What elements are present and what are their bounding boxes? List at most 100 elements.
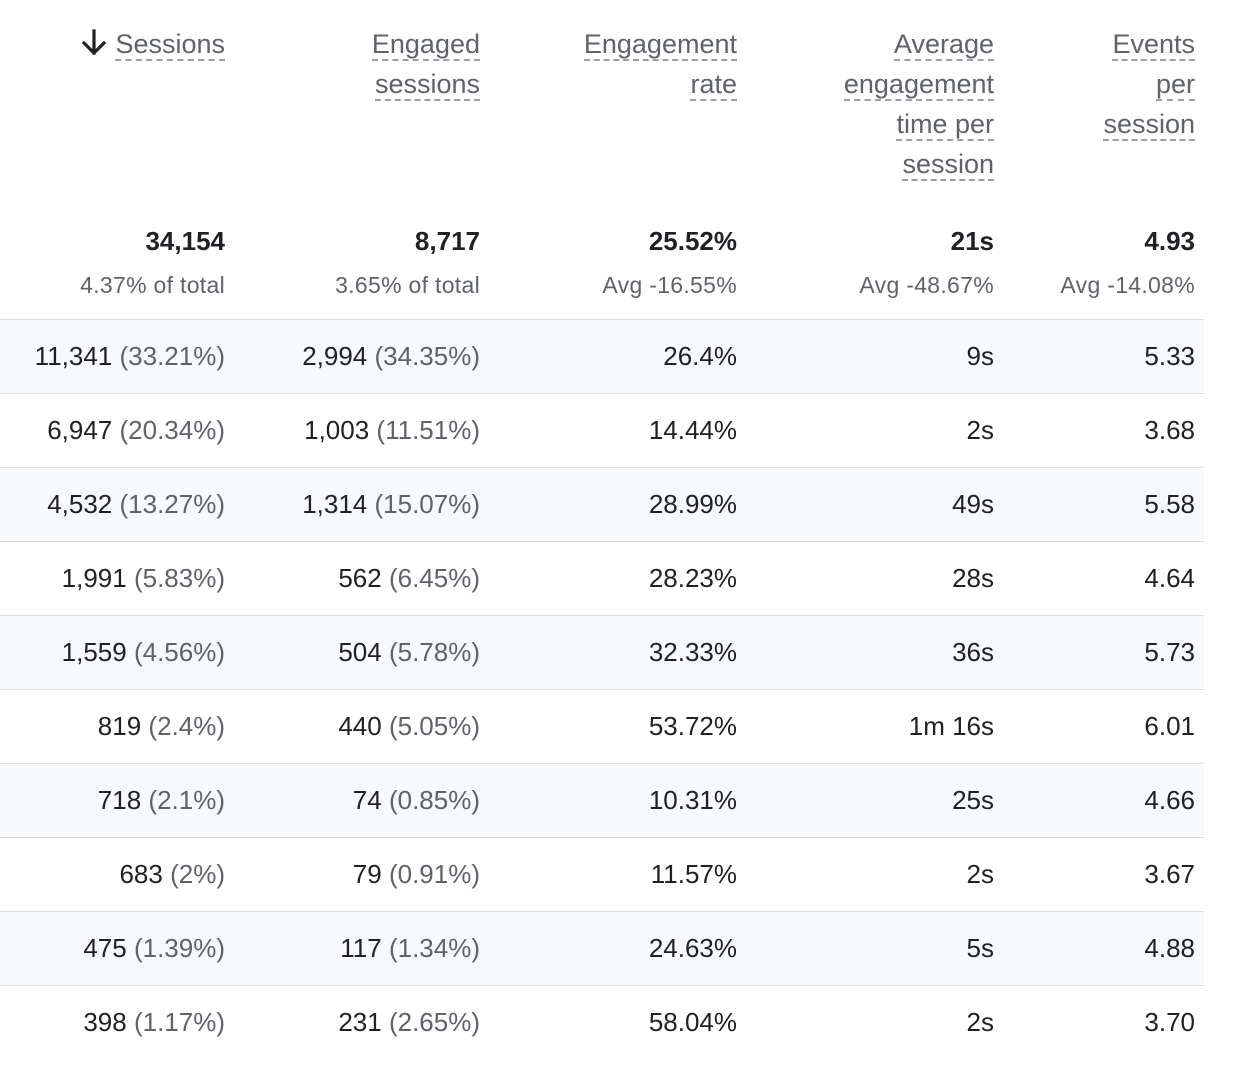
sessions-percent: (2%): [170, 859, 225, 889]
total-events-per-session-sub: Avg -14.08%: [1060, 272, 1195, 298]
cell-engaged-sessions: 562 (6.45%): [250, 542, 480, 615]
engagement-rate-value: 24.63%: [648, 933, 737, 963]
table-row[interactable]: 6,947 (20.34%) 1,003 (11.51%) 14.44% 2s 3.68: [0, 393, 1204, 467]
sessions-value: 11,341: [34, 341, 113, 371]
cell-engagement-rate: 14.44%: [507, 394, 737, 467]
events-per-session-value: 3.67: [1144, 859, 1195, 889]
table-row[interactable]: 475 (1.39%) 117 (1.34%) 24.63% 5s 4.88: [0, 911, 1204, 985]
engaged-sessions-value: 504: [338, 637, 382, 667]
engaged-sessions-value: 440: [338, 711, 382, 741]
table-header: Sessions Engaged sessions Engagement rat…: [0, 0, 1204, 200]
events-per-session-value: 4.66: [1144, 785, 1195, 815]
cell-events-per-session: 6.01: [1005, 690, 1195, 763]
sessions-percent: (5.83%): [133, 563, 225, 593]
cell-engagement-rate: 53.72%: [507, 690, 737, 763]
engaged-sessions-percent: (1.34%): [388, 933, 480, 963]
sessions-percent: (13.27%): [119, 489, 226, 519]
total-sessions-sub: 4.37% of total: [80, 272, 225, 298]
cell-engaged-sessions: 504 (5.78%): [250, 616, 480, 689]
column-header-events-per-session[interactable]: Events per session: [1005, 24, 1195, 144]
sessions-value: 718: [97, 785, 142, 815]
engaged-sessions-percent: (5.05%): [388, 711, 480, 741]
cell-events-per-session: 3.70: [1005, 986, 1195, 1059]
cell-engaged-sessions: 79 (0.91%): [250, 838, 480, 911]
total-avg-engagement-time-sub: Avg -48.67%: [859, 272, 994, 298]
engaged-sessions-percent: (6.45%): [388, 563, 480, 593]
column-header-label: time per: [896, 109, 994, 141]
cell-avg-engagement-time: 25s: [764, 764, 994, 837]
column-header-label: sessions: [374, 69, 480, 101]
cell-engaged-sessions: 1,003 (11.51%): [250, 394, 480, 467]
engaged-sessions-value: 231: [338, 1007, 382, 1037]
cell-engagement-rate: 24.63%: [507, 912, 737, 985]
cell-events-per-session: 5.33: [1005, 320, 1195, 393]
sessions-value: 1,991: [61, 563, 127, 593]
table-row[interactable]: 718 (2.1%) 74 (0.85%) 10.31% 25s 4.66: [0, 763, 1204, 837]
column-header-average-engagement-time[interactable]: Average engagement time per session: [764, 24, 994, 184]
cell-sessions: 6,947 (20.34%): [5, 394, 225, 467]
engaged-sessions-percent: (15.07%): [374, 489, 481, 519]
sessions-value: 398: [83, 1007, 127, 1037]
cell-events-per-session: 5.73: [1005, 616, 1195, 689]
column-header-label: Events: [1112, 29, 1195, 61]
cell-avg-engagement-time: 28s: [764, 542, 994, 615]
engagement-rate-value: 11.57%: [650, 859, 737, 889]
engaged-sessions-percent: (0.91%): [388, 859, 480, 889]
cell-events-per-session: 4.66: [1005, 764, 1195, 837]
avg-engagement-time-value: 1m 16s: [908, 711, 994, 741]
cell-engagement-rate: 26.4%: [507, 320, 737, 393]
arrow-down-icon[interactable]: [81, 29, 107, 57]
engagement-rate-value: 28.23%: [648, 563, 737, 593]
sessions-value: 475: [83, 933, 127, 963]
engaged-sessions-percent: (2.65%): [388, 1007, 480, 1037]
cell-sessions: 11,341 (33.21%): [5, 320, 225, 393]
engaged-sessions-value: 117: [340, 933, 382, 963]
column-header-engaged-sessions[interactable]: Engaged sessions: [250, 24, 480, 104]
table-row[interactable]: 1,991 (5.83%) 562 (6.45%) 28.23% 28s 4.64: [0, 541, 1204, 615]
cell-avg-engagement-time: 1m 16s: [764, 690, 994, 763]
engaged-sessions-value: 74: [352, 785, 382, 815]
sessions-percent: (1.17%): [133, 1007, 225, 1037]
table-row[interactable]: 819 (2.4%) 440 (5.05%) 53.72% 1m 16s 6.01: [0, 689, 1204, 763]
table-row[interactable]: 11,341 (33.21%) 2,994 (34.35%) 26.4% 9s 5.33: [0, 319, 1204, 393]
avg-engagement-time-value: 5s: [966, 933, 994, 963]
column-header-sessions[interactable]: Sessions: [5, 24, 225, 64]
engaged-sessions-value: 1,314: [302, 489, 368, 519]
sessions-value: 683: [119, 859, 163, 889]
events-per-session-value: 4.88: [1144, 933, 1195, 963]
engaged-sessions-value: 79: [352, 859, 382, 889]
column-header-engagement-rate[interactable]: Engagement rate: [507, 24, 737, 104]
cell-avg-engagement-time: 5s: [764, 912, 994, 985]
column-header-label: Average: [893, 29, 994, 61]
cell-engagement-rate: 10.31%: [507, 764, 737, 837]
column-header-label: rate: [690, 69, 737, 101]
events-per-session-value: 3.68: [1144, 415, 1195, 445]
sessions-value: 4,532: [47, 489, 113, 519]
avg-engagement-time-value: 28s: [952, 563, 994, 593]
cell-engagement-rate: 32.33%: [507, 616, 737, 689]
engagement-rate-value: 10.31%: [648, 785, 737, 815]
column-header-label: Engagement: [583, 29, 737, 61]
engaged-sessions-value: 1,003: [304, 415, 370, 445]
sessions-percent: (2.4%): [148, 711, 225, 741]
events-per-session-value: 3.70: [1144, 1007, 1195, 1037]
cell-sessions: 4,532 (13.27%): [5, 468, 225, 541]
cell-sessions: 718 (2.1%): [5, 764, 225, 837]
total-events-per-session: 4.93: [1144, 226, 1195, 256]
table-row[interactable]: 4,532 (13.27%) 1,314 (15.07%) 28.99% 49s 5.5…: [0, 467, 1204, 541]
cell-sessions: 475 (1.39%): [5, 912, 225, 985]
engaged-sessions-value: 562: [338, 563, 382, 593]
engagement-rate-value: 28.99%: [648, 489, 737, 519]
table-row[interactable]: 1,559 (4.56%) 504 (5.78%) 32.33% 36s 5.73: [0, 615, 1204, 689]
table-row[interactable]: 683 (2%) 79 (0.91%) 11.57% 2s 3.67: [0, 837, 1204, 911]
cell-engagement-rate: 11.57%: [507, 838, 737, 911]
avg-engagement-time-value: 36s: [952, 637, 994, 667]
cell-avg-engagement-time: 9s: [764, 320, 994, 393]
cell-avg-engagement-time: 36s: [764, 616, 994, 689]
avg-engagement-time-value: 9s: [966, 341, 994, 371]
cell-sessions: 819 (2.4%): [5, 690, 225, 763]
total-avg-engagement-time: 21s: [950, 226, 994, 256]
table-row[interactable]: 398 (1.17%) 231 (2.65%) 58.04% 2s 3.70: [0, 985, 1204, 1059]
avg-engagement-time-value: 25s: [952, 785, 994, 815]
sessions-value: 819: [97, 711, 142, 741]
